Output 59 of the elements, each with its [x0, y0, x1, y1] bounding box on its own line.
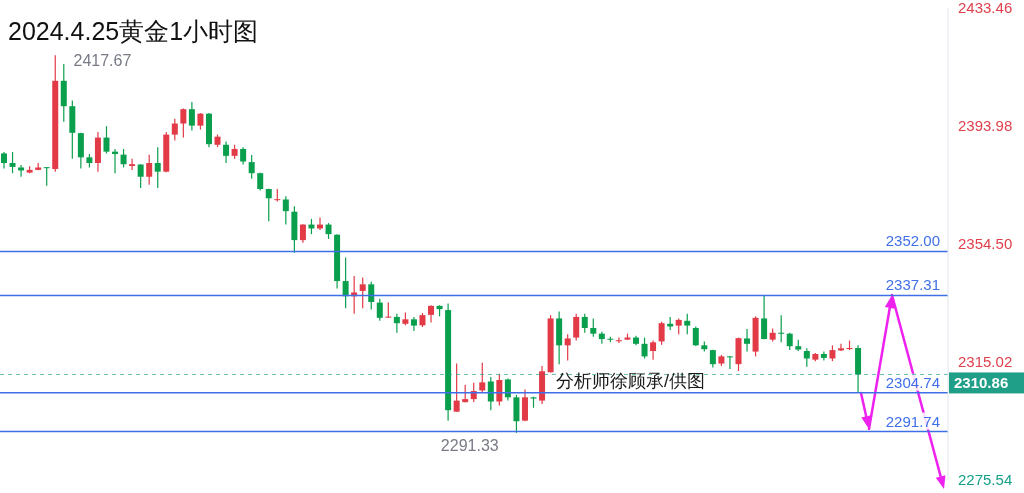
candlestick	[120, 148, 127, 169]
candlestick	[564, 333, 571, 362]
candlestick	[837, 343, 844, 352]
y-tick-label: 2315.02	[958, 353, 1013, 371]
candlestick	[521, 388, 528, 422]
candlestick	[778, 314, 785, 343]
candlestick	[137, 163, 144, 189]
candlestick	[820, 351, 827, 362]
candlestick	[154, 146, 161, 189]
candlestick	[43, 166, 50, 187]
candlestick	[487, 376, 494, 411]
ref-line-label: 2304.74	[885, 373, 940, 391]
candlestick	[265, 188, 272, 222]
candlestick	[171, 118, 178, 142]
candlestick	[803, 347, 810, 368]
candlestick	[615, 336, 622, 344]
candlestick	[146, 154, 153, 186]
candlestick	[684, 313, 691, 335]
candlestick	[103, 125, 110, 155]
annotation: 2291.33	[440, 437, 499, 455]
candlestick	[248, 154, 255, 180]
chart-title: 2024.4.25黄金1小时图	[8, 16, 259, 46]
candlestick	[513, 394, 520, 434]
candlestick	[692, 325, 699, 347]
candlestick	[282, 195, 289, 226]
y-tick-label: 2275.54	[958, 471, 1013, 489]
candlestick	[376, 298, 383, 322]
candlestick	[641, 336, 648, 360]
ref-line-label: 2352.00	[885, 232, 940, 250]
candlestick	[761, 294, 768, 340]
candlestick	[359, 276, 366, 309]
annotation: 分析师徐顾承/供图	[556, 370, 706, 392]
candlestick	[342, 256, 349, 309]
candlestick	[581, 313, 588, 334]
candlestick	[18, 164, 25, 178]
candlestick	[188, 101, 195, 132]
candlestick	[496, 373, 503, 406]
ref-line-label: 2310.86	[954, 374, 1009, 392]
candlestick	[180, 108, 187, 139]
candlestick	[129, 158, 136, 171]
candlestick	[9, 151, 16, 174]
candlestick	[223, 140, 230, 164]
annotation: 2417.67	[73, 51, 132, 69]
ref-line-label: 2291.74	[885, 412, 940, 430]
y-tick-label: 2354.50	[958, 235, 1013, 253]
y-tick-label: 2393.98	[958, 117, 1013, 135]
candlestick	[744, 328, 751, 353]
ref-line-label: 2337.31	[885, 276, 940, 294]
y-tick-label: 2433.46	[958, 0, 1013, 17]
candlestick	[726, 355, 733, 370]
candlestick	[299, 223, 306, 244]
candlestick	[453, 362, 460, 413]
candlestick	[658, 321, 665, 346]
candlestick	[650, 339, 657, 361]
candlestick	[590, 317, 597, 338]
candlestick	[479, 362, 486, 394]
candlestick	[368, 281, 375, 311]
candlestick	[573, 313, 580, 342]
candlestick	[393, 313, 400, 334]
